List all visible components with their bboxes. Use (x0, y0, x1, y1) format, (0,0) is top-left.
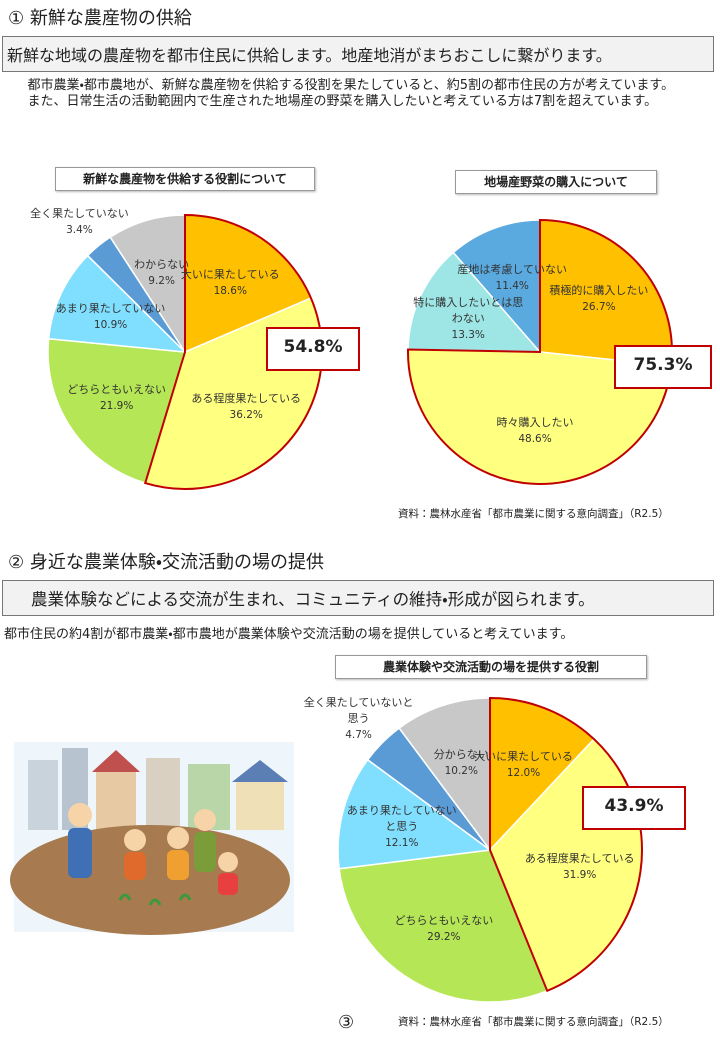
slice-label: 産地は考慮していない 11.4% (452, 262, 572, 294)
slice-category: 産地は考慮していない (457, 262, 568, 276)
person (167, 850, 189, 880)
slice-label: 特に購入したいとは思わない 13.3% (408, 295, 528, 343)
pie-slice (47, 254, 188, 353)
slice-category: 時々購入したい (496, 416, 574, 430)
callout-box: 54.8% (266, 327, 360, 371)
slice-category: わからない (134, 258, 190, 272)
slice-value: 29.2% (427, 930, 461, 943)
slice-category: 大いに果たしている (180, 268, 280, 282)
person (124, 852, 146, 880)
pie-slice (338, 849, 549, 1003)
slice-category: 分からない (433, 748, 489, 762)
section-text: 都市農業・都市農地が、新鮮な農産物を供給する役割を果たしていると、約5割の都市住… (8, 78, 712, 110)
slice-value: 9.2% (148, 275, 175, 288)
source-note: 資料：農林水産省「都市農業に関する意向調査」（R2.5） (398, 508, 669, 520)
slice-label: 全く果たしていないと思う 4.7% (304, 695, 414, 743)
slice-value: 12.1% (385, 836, 419, 849)
slice-category: 積極的に購入したい (549, 284, 649, 298)
slice-label: あまり果たしていない 10.9% (56, 301, 166, 333)
slice-label: 全く果たしていない 3.4% (24, 206, 134, 238)
slice-category: どちらともいえない (394, 913, 494, 927)
slice-value: 48.6% (518, 433, 552, 446)
slice-label: 大いに果たしている 18.6% (175, 267, 285, 299)
slice-value: 36.2% (229, 408, 263, 421)
person (68, 803, 92, 827)
building (28, 760, 58, 830)
chart-title: 新鮮な農産物を供給する役割について (55, 167, 315, 191)
callout-box: 43.9% (582, 786, 686, 830)
slice-category: 特に購入したいとは思わない (413, 295, 524, 325)
slice-label: 大いに果たしている 12.0% (469, 749, 579, 781)
person (194, 809, 216, 831)
paragraph: 都市農業・都市農地が、新鮮な農産物を供給する役割を果たしていると、約5割の都市住… (27, 78, 675, 93)
slice-category: 大いに果たしている (474, 750, 573, 764)
person (218, 852, 238, 872)
pie-slice (47, 337, 186, 485)
section-text: 都市住民の約4割が都市農業・都市農地が農業体験や交流活動の場を提供していると考え… (4, 627, 708, 643)
slice-label: あまり果たしていないと思う 12.1% (347, 803, 457, 851)
slice-label: わからない 9.2% (107, 257, 217, 289)
section-heading: ① 新鮮な農産物の供給 (8, 8, 192, 29)
slice-value: 10.2% (444, 765, 478, 778)
roof (232, 760, 288, 782)
slice-label: 時々購入したい 48.6% (475, 415, 595, 447)
slice-label: 積極的に購入したい 26.7% (539, 283, 659, 315)
slice-label: ある程度果たしている 31.9% (525, 851, 635, 883)
paragraph: また、日常生活の活動範囲内で生産された地場産の野菜を購入したいと考えている方は7… (27, 94, 658, 109)
slice-value: 4.7% (345, 729, 372, 742)
slice-category: 全く果たしていないと思う (303, 696, 414, 726)
chart-title: 農業体験や交流活動の場を提供する役割 (335, 655, 647, 679)
slice-label: どちらともいえない 29.2% (389, 913, 499, 945)
slice-category: ある程度果たしている (524, 851, 635, 865)
source-note: 資料：農林水産省「都市農業に関する意向調査」（R2.5） (398, 1016, 669, 1028)
pie-slice (407, 251, 542, 353)
slice-category: ある程度果たしている (191, 391, 302, 405)
slice-category: あまり果たしていないと思う (346, 803, 457, 833)
slice-value: 21.9% (99, 399, 134, 412)
slice-category: どちらともいえない (67, 382, 167, 396)
person (194, 832, 216, 872)
pie-slice (398, 697, 491, 853)
slice-value: 26.7% (582, 301, 616, 314)
person (167, 827, 189, 849)
slice-category: あまり果たしていない (55, 302, 166, 316)
slice-value: 11.4% (495, 279, 529, 292)
slice-label: ある程度果たしている 36.2% (191, 391, 301, 423)
highlight-outline (143, 213, 323, 490)
illustration (10, 742, 294, 935)
sprouts (118, 893, 192, 906)
slice-category: 全く果たしていない (30, 207, 129, 221)
house (96, 770, 136, 830)
building (146, 758, 180, 830)
pie-slice (337, 758, 492, 870)
page-number: ③ (338, 1012, 355, 1033)
section-banner: 新鮮な地域の農産物を都市住民に供給します。地産地消がまちおこしに繋がります。 (2, 36, 714, 72)
paragraph: 都市住民の約4割が都市農業・都市農地が農業体験や交流活動の場を提供していると考え… (4, 627, 574, 642)
person (68, 828, 92, 878)
callout-box: 75.3% (614, 345, 712, 389)
highlight-outline (407, 218, 673, 485)
slice-value: 12.0% (506, 767, 541, 780)
pie-slice (452, 219, 541, 355)
slice-value: 18.6% (213, 285, 247, 298)
section-banner: 農業体験などによる交流が生まれ、コミュニティの維持・形成が図られます。 (2, 580, 714, 616)
roof (92, 750, 140, 772)
person (218, 873, 238, 895)
slice-label: 分からない 10.2% (406, 747, 516, 779)
field (10, 825, 290, 935)
house (236, 780, 284, 830)
slice-value: 13.3% (451, 328, 485, 341)
slice-value: 31.9% (562, 868, 597, 881)
chart-title: 地場産野菜の購入について (455, 170, 657, 194)
section-heading: ② 身近な農業体験・交流活動の場の提供 (8, 552, 324, 573)
pie-slice (109, 214, 186, 355)
slice-label: どちらともいえない 21.9% (62, 382, 172, 414)
person (124, 829, 146, 851)
slice-value: 10.9% (93, 319, 128, 332)
slice-value: 3.4% (66, 224, 93, 237)
